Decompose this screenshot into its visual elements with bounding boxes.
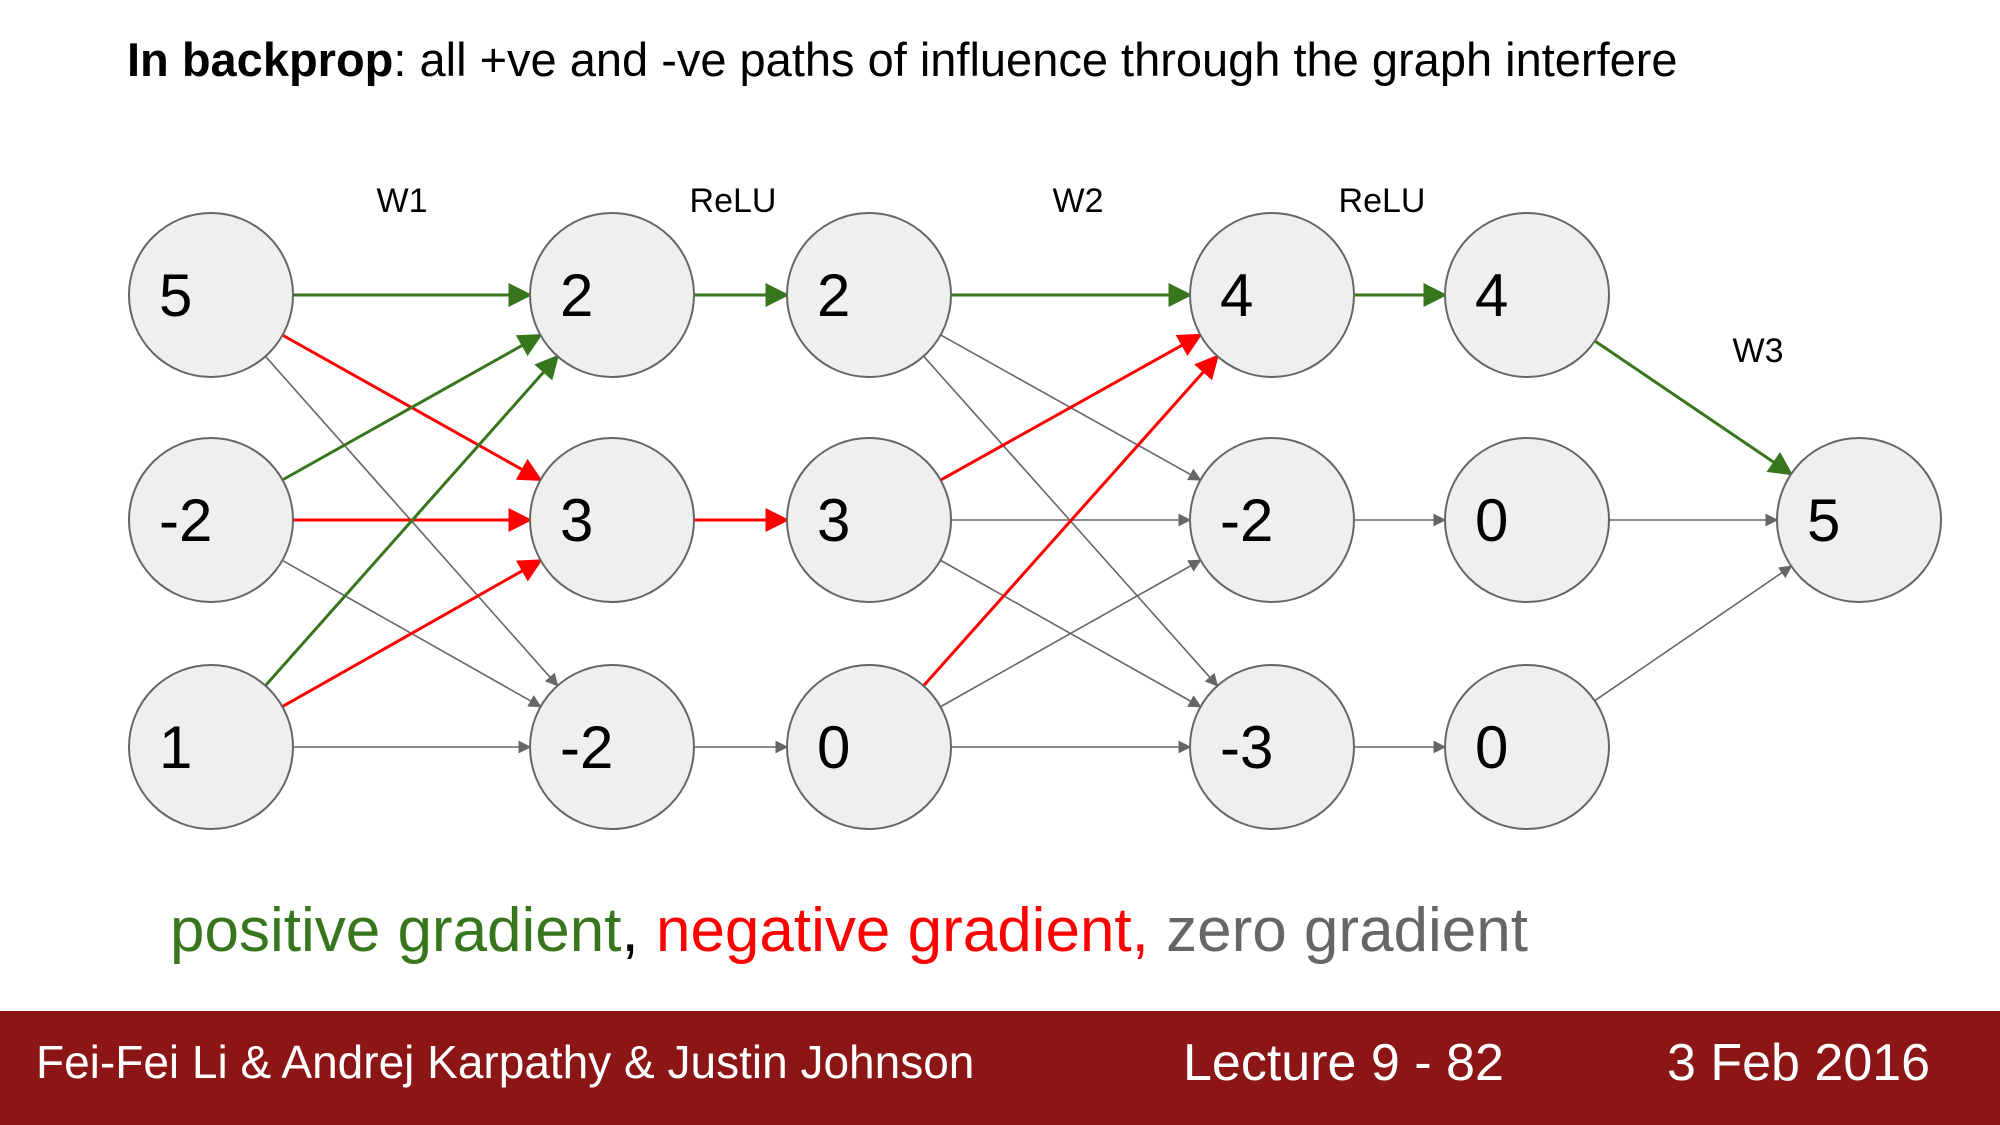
node-value: 3 — [560, 487, 593, 554]
legend-zero: zero gradient — [1148, 896, 1528, 965]
edge-w2-2-0 — [922, 354, 1220, 687]
node-output-0: 5 — [1776, 437, 1942, 603]
edge-w1-2-0 — [264, 354, 560, 687]
layer-label-4: W3 — [1733, 332, 1784, 370]
node-hidden1-relu-1: 3 — [786, 437, 952, 603]
edge-w3-0 — [1594, 339, 1794, 476]
node-input-0: 5 — [128, 212, 294, 378]
node-value: 2 — [560, 262, 593, 329]
footer-date: 3 Feb 2016 — [1667, 1034, 1931, 1092]
layer-label-group: W1 ReLU W2 ReLU W3 — [377, 182, 1784, 370]
node-hidden1-pre-0: 2 — [529, 212, 695, 378]
node-hidden1-pre-2: -2 — [529, 664, 695, 830]
title-bold: In backprop — [127, 33, 394, 86]
node-value: -2 — [1220, 487, 1273, 554]
node-hidden1-relu-2: 0 — [786, 664, 952, 830]
node-value: 0 — [1475, 714, 1508, 781]
legend-positive: positive gradient — [170, 896, 622, 965]
node-hidden1-relu-0: 2 — [786, 212, 952, 378]
node-layer: 5 -2 1 2 3 -2 2 3 0 4 -2 -3 4 0 0 5 — [128, 212, 1942, 830]
edge-layer — [264, 283, 1794, 754]
node-value: 2 — [817, 262, 850, 329]
node-hidden2-pre-1: -2 — [1189, 437, 1355, 603]
node-value: 1 — [159, 714, 192, 781]
node-hidden2-pre-2: -3 — [1189, 664, 1355, 830]
node-value: -3 — [1220, 714, 1273, 781]
footer-bar: Fei-Fei Li & Andrej Karpathy & Justin Jo… — [0, 1011, 2000, 1125]
edge-w3-2 — [1594, 565, 1793, 702]
network-diagram: 5 -2 1 2 3 -2 2 3 0 4 -2 -3 4 0 0 5 W1 ReLU W2 ReLU W3 — [128, 182, 1942, 830]
edge-w1-1-0 — [281, 333, 543, 482]
node-input-1: -2 — [128, 437, 294, 603]
footer-authors: Fei-Fei Li & Andrej Karpathy & Justin Jo… — [36, 1036, 975, 1088]
node-value: 4 — [1220, 262, 1253, 329]
slide-title: In backprop: all +ve and -ve paths of in… — [127, 32, 1678, 87]
legend-separator: , — [621, 896, 639, 965]
gradient-legend: positive gradient, negative gradient, ze… — [170, 895, 1528, 966]
node-value: 0 — [1475, 487, 1508, 554]
node-hidden1-pre-1: 3 — [529, 437, 695, 603]
node-value: 4 — [1475, 262, 1508, 329]
node-value: -2 — [159, 487, 212, 554]
node-input-2: 1 — [128, 664, 294, 830]
layer-label-3: ReLU — [1339, 182, 1426, 220]
node-value: 3 — [817, 487, 850, 554]
node-hidden2-relu-2: 0 — [1444, 664, 1610, 830]
node-hidden2-relu-0: 4 — [1444, 212, 1610, 378]
node-value: 0 — [817, 714, 850, 781]
edge-w2-2-1 — [940, 559, 1202, 708]
footer-lecture: Lecture 9 - 82 — [1183, 1034, 1504, 1092]
title-rest: : all +ve and -ve paths of influence thr… — [393, 33, 1678, 86]
layer-label-0: W1 — [377, 182, 428, 220]
node-value: -2 — [560, 714, 613, 781]
node-value: 5 — [159, 262, 192, 329]
layer-label-1: ReLU — [690, 182, 777, 220]
node-hidden2-pre-0: 4 — [1189, 212, 1355, 378]
edge-w2-1-0 — [939, 333, 1203, 482]
node-value: 5 — [1807, 487, 1840, 554]
edge-w1-2-1 — [281, 559, 543, 708]
node-hidden2-relu-1: 0 — [1444, 437, 1610, 603]
legend-negative: negative gradient, — [638, 896, 1149, 965]
layer-label-2: W2 — [1053, 182, 1104, 220]
